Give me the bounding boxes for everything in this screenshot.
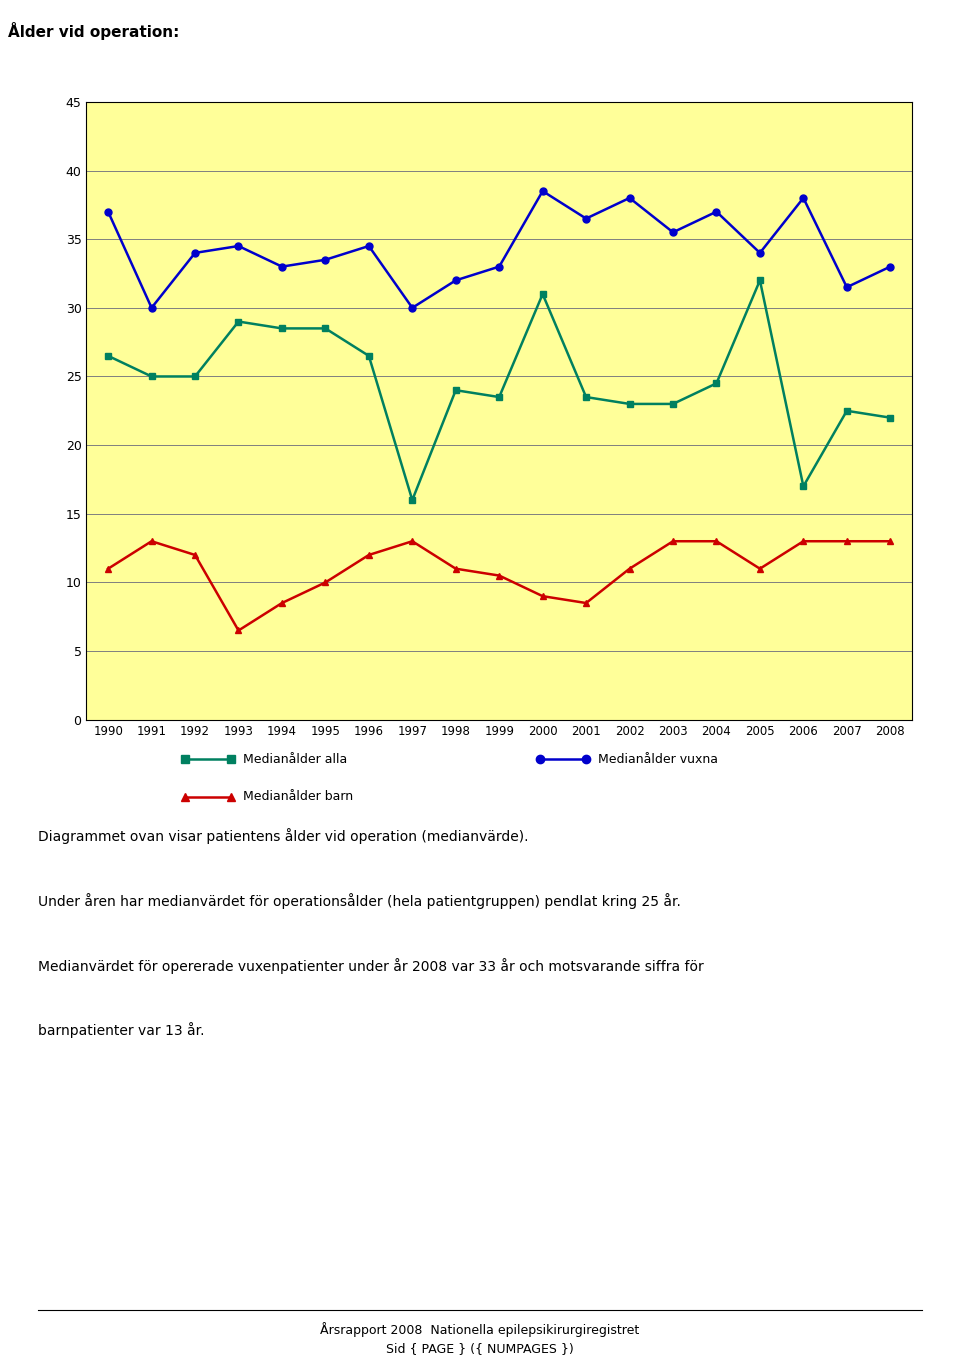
Text: Diagrammet ovan visar patientens ålder vid operation (medianvärde).: Diagrammet ovan visar patientens ålder v… — [38, 828, 529, 845]
Text: Medianålder vuxna: Medianålder vuxna — [598, 752, 718, 766]
Text: Sid { PAGE } ({ NUMPAGES }): Sid { PAGE } ({ NUMPAGES }) — [386, 1342, 574, 1355]
Text: Medianålder alla: Medianålder alla — [243, 752, 348, 766]
Text: Under åren har medianvärdet för operationsålder (hela patientgruppen) pendlat kr: Under åren har medianvärdet för operatio… — [38, 894, 682, 909]
Text: barnpatienter var 13 år.: barnpatienter var 13 år. — [38, 1023, 204, 1039]
Text: Ålder vid operation:: Ålder vid operation: — [8, 22, 180, 39]
Text: Medianålder barn: Medianålder barn — [243, 790, 353, 804]
Text: Medianvärdet för opererade vuxenpatienter under år 2008 var 33 år och motsvarand: Medianvärdet för opererade vuxenpatiente… — [38, 957, 704, 974]
Text: Årsrapport 2008  Nationella epilepsikirurgiregistret: Årsrapport 2008 Nationella epilepsikirur… — [321, 1323, 639, 1338]
